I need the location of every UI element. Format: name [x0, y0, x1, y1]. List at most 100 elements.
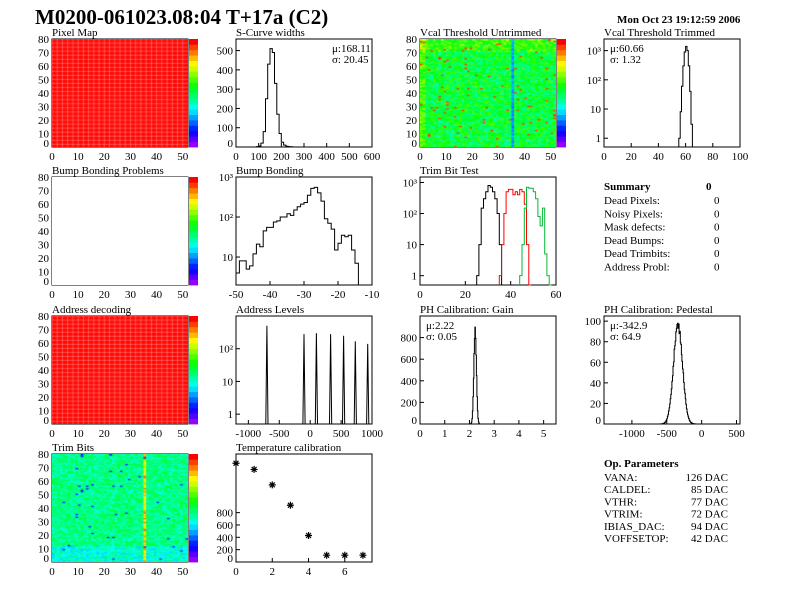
histogram-line	[235, 186, 359, 285]
colorbar-swatch	[557, 39, 566, 45]
x-tick-label: 400	[318, 151, 335, 163]
panel-title: Address decoding	[52, 304, 132, 316]
s-curve-widths-panel: S-Curve widths μ:168.11σ: 20.45 0 100 200 300…	[217, 27, 381, 163]
colorbar-swatch	[189, 316, 198, 322]
bump-bonding-panel: Bump Bonding -50 -40 -30 -20 -10 10 10² 10³	[219, 165, 380, 301]
colorbar-swatch	[189, 497, 198, 503]
stats-text: μ:60.66	[610, 43, 644, 55]
x-tick-label: 40	[151, 566, 163, 578]
summary-title: Summary	[604, 181, 651, 193]
op-parameter-label: VANA:	[604, 472, 637, 484]
colorbar-swatch	[189, 120, 198, 126]
colorbar-swatch	[189, 386, 198, 392]
x-tick-label: 1	[442, 428, 448, 440]
x-tick-label: 10	[73, 566, 85, 578]
op-parameter-value: 94 DAC	[691, 521, 728, 533]
y-tick-label: 70	[38, 186, 50, 198]
y-tick-label: 60	[590, 357, 602, 369]
y-tick-label: 0	[44, 553, 50, 565]
colorbar-swatch	[189, 130, 198, 137]
vcal-untrimmed-heatmap	[420, 39, 556, 147]
ph-gain-panel: PH Calibration: Gain μ:2.22σ: 0.05 0 1 2 3 4 5 0…	[401, 304, 557, 440]
colorbar-swatch	[189, 220, 198, 226]
summary-value: 0	[714, 235, 720, 247]
colorbar-swatch	[189, 326, 198, 333]
x-tick-label: 2	[467, 428, 473, 440]
y-tick-label: 80	[590, 337, 602, 349]
x-tick-label: 30	[125, 151, 137, 163]
colorbar-swatch	[189, 470, 198, 476]
plot-frame	[235, 315, 373, 425]
colorbar-swatch	[189, 418, 198, 425]
bump-problems-heatmap	[52, 177, 188, 285]
colorbar-swatch	[189, 364, 198, 371]
summary-label: Mask defects:	[604, 222, 665, 234]
y-tick-label: 20	[38, 253, 50, 265]
colorbar-swatch	[557, 82, 566, 88]
colorbar-swatch	[557, 93, 566, 99]
colorbar-swatch	[189, 87, 198, 94]
x-tick-label: 10	[73, 428, 85, 440]
x-tick-label: 60	[680, 151, 692, 163]
x-tick-label: 600	[364, 151, 381, 163]
x-tick-label: 40	[151, 151, 163, 163]
colorbar-swatch	[557, 114, 566, 121]
data-point	[268, 481, 276, 489]
x-tick-label: 40	[151, 289, 163, 301]
x-tick-label: 0	[601, 151, 607, 163]
x-tick-label: 0	[233, 566, 239, 578]
colorbar-swatch	[189, 380, 198, 387]
histogram-line	[469, 326, 481, 425]
stats-text: σ: 1.32	[610, 54, 641, 66]
colorbar-swatch	[189, 402, 198, 409]
panel-title: Address Levels	[236, 304, 304, 316]
colorbar-swatch	[189, 459, 198, 466]
x-tick-label: 20	[99, 289, 111, 301]
x-tick-label: 60	[551, 289, 563, 301]
x-tick-label: -500	[269, 428, 290, 440]
y-tick-label: 40	[406, 88, 418, 100]
colorbar-swatch	[189, 193, 198, 199]
y-tick-label: 600	[401, 354, 418, 366]
y-tick-label: 80	[38, 34, 50, 46]
colorbar-swatch	[189, 93, 198, 99]
y-tick-label: 50	[38, 75, 50, 87]
x-tick-label: 50	[177, 566, 189, 578]
panel-title: Bump Bonding Problems	[52, 165, 164, 177]
summary-value: 0	[714, 195, 720, 207]
y-tick-label: 70	[406, 48, 418, 60]
timestamp: Mon Oct 23 19:12:59 2006	[617, 14, 741, 26]
y-tick-label: 30	[38, 102, 50, 114]
colorbar-swatch	[189, 114, 198, 121]
x-tick-label: -40	[263, 289, 278, 301]
x-tick-label: 20	[626, 151, 638, 163]
x-tick-label: 0	[417, 289, 423, 301]
op-parameter-value: 126 DAC	[686, 472, 728, 484]
summary-value: 0	[714, 262, 720, 274]
colorbar-swatch	[189, 214, 198, 221]
histogram-line	[314, 333, 318, 425]
y-tick-label: 800	[217, 508, 234, 520]
y-tick-label: 40	[38, 226, 50, 238]
op-parameter-value: 85 DAC	[691, 484, 728, 496]
colorbar-swatch	[189, 391, 198, 398]
plot-frame	[235, 453, 373, 563]
x-tick-label: -500	[657, 428, 678, 440]
colorbar-swatch	[189, 337, 198, 344]
histogram-line	[342, 335, 346, 425]
y-tick-label: 50	[38, 490, 50, 502]
x-tick-label: 40	[505, 289, 517, 301]
x-tick-label: 1000	[361, 428, 384, 440]
colorbar-swatch	[189, 103, 198, 110]
x-tick-label: -20	[331, 289, 346, 301]
x-tick-label: 10	[73, 151, 85, 163]
histogram-line	[353, 341, 357, 425]
y-tick-label: 400	[401, 376, 418, 388]
colorbar-swatch	[557, 66, 566, 72]
y-tick-label: 40	[38, 503, 50, 515]
panel-title: Vcal Threshold Untrimmed	[420, 27, 542, 39]
colorbar-swatch	[189, 236, 198, 243]
colorbar-swatch	[189, 464, 198, 471]
colorbar-swatch	[557, 87, 566, 94]
